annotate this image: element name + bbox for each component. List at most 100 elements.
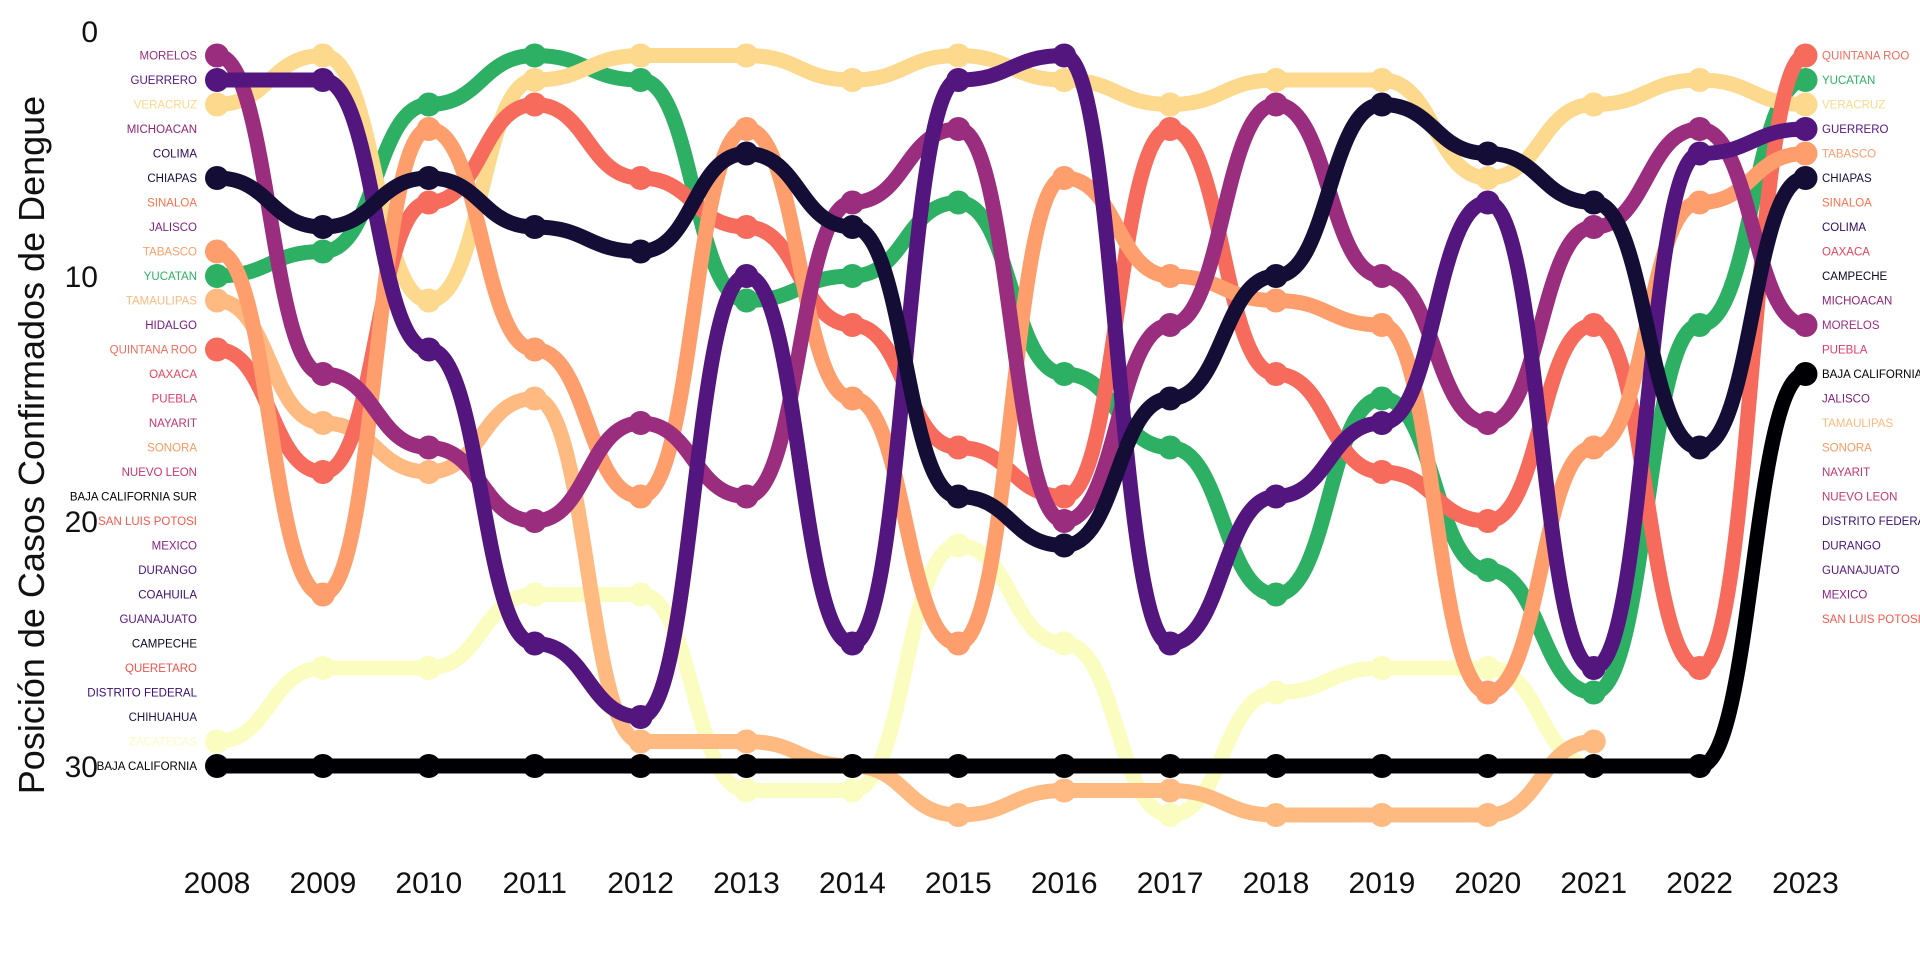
series-point xyxy=(522,631,547,656)
state-label-right: CAMPECHE xyxy=(1822,271,1888,283)
series-point xyxy=(1052,631,1077,656)
series-point xyxy=(946,68,971,92)
series-point xyxy=(734,484,759,509)
x-tick-label: 2015 xyxy=(925,867,992,900)
x-tick-label: 2019 xyxy=(1349,867,1416,900)
series-point xyxy=(1264,92,1288,117)
state-label-right: GUERRERO xyxy=(1822,124,1889,136)
state-label-left: NUEVO LEON xyxy=(122,467,197,479)
state-label-left: BAJA CALIFORNIA xyxy=(97,761,198,773)
series-point xyxy=(1264,803,1288,827)
state-label-left: COLIMA xyxy=(153,149,197,161)
y-tick-label: 20 xyxy=(65,506,98,539)
series-point xyxy=(1687,117,1712,141)
series-point xyxy=(1687,313,1712,337)
series-point xyxy=(1158,313,1183,337)
series-group xyxy=(205,43,1818,729)
series-point xyxy=(1687,435,1712,460)
series-group xyxy=(205,43,1818,680)
state-label-right: DISTRITO FEDERAL xyxy=(1822,516,1920,528)
state-label-right: QUINTANA ROO xyxy=(1822,51,1909,63)
state-label-right: MICHOACAN xyxy=(1822,296,1892,308)
series-point xyxy=(522,754,547,778)
series-point xyxy=(1793,68,1818,92)
series-point xyxy=(1264,68,1288,92)
series-point xyxy=(840,631,865,656)
series-point xyxy=(310,460,335,484)
series-point xyxy=(1369,68,1394,92)
series-point xyxy=(416,166,441,190)
series-point xyxy=(946,117,971,141)
state-label-left: QUINTANA ROO xyxy=(110,345,197,357)
state-label-right: MORELOS xyxy=(1822,320,1880,332)
series-point xyxy=(1052,533,1077,558)
series-point xyxy=(1158,778,1183,803)
series-point xyxy=(840,754,865,778)
series-point xyxy=(734,264,759,288)
series-point xyxy=(416,117,441,141)
series-point xyxy=(1793,117,1818,141)
state-label-right: COLIMA xyxy=(1822,222,1866,234)
state-label-left: MORELOS xyxy=(139,51,197,63)
x-tick-label: 2012 xyxy=(607,867,674,900)
series-point xyxy=(946,533,971,558)
series-point xyxy=(1475,411,1500,435)
series-point xyxy=(1687,68,1712,92)
series-point xyxy=(310,68,335,92)
series-point xyxy=(1158,386,1183,411)
series-point xyxy=(1052,43,1077,68)
state-label-right: VERACRUZ xyxy=(1822,100,1885,112)
series-point xyxy=(840,778,865,803)
series-point xyxy=(1158,92,1183,117)
series-point xyxy=(1158,264,1183,288)
y-axis-label: Posición de Casos Confirmados de Dengue xyxy=(11,96,52,794)
series-point xyxy=(628,754,653,778)
state-label-left: PUEBLA xyxy=(152,394,198,406)
series-point xyxy=(1687,754,1712,778)
series-layer xyxy=(205,43,1818,827)
state-label-left: SINALOA xyxy=(147,198,197,210)
y-tick-label: 10 xyxy=(65,261,98,294)
y-tick-label: 30 xyxy=(65,751,98,784)
state-label-right: TABASCO xyxy=(1822,149,1876,161)
series-point xyxy=(946,484,971,509)
state-label-left: NAYARIT xyxy=(149,418,197,430)
series-point xyxy=(1581,656,1606,680)
series-point xyxy=(1475,656,1500,680)
series-point xyxy=(840,386,865,411)
series-point xyxy=(310,362,335,386)
series-point xyxy=(628,68,653,92)
series-point xyxy=(840,313,865,337)
state-label-right: NAYARIT xyxy=(1822,467,1870,479)
series-point xyxy=(1581,313,1606,337)
series-point xyxy=(416,190,441,215)
series-point xyxy=(1158,435,1183,460)
left-labels: MORELOS GUERRERO VERACRUZ MICHOACAN COLIMA CH… xyxy=(70,51,198,774)
series-point xyxy=(1793,362,1818,386)
series-point xyxy=(1793,166,1818,190)
state-label-right: PUEBLA xyxy=(1822,345,1868,357)
series-point xyxy=(522,92,547,117)
series-point xyxy=(1475,754,1500,778)
y-tick-label: 0 xyxy=(81,16,98,49)
state-label-left: MEXICO xyxy=(152,541,197,553)
state-label-left: CHIAPAS xyxy=(147,173,197,185)
state-label-right: DURANGO xyxy=(1822,541,1881,553)
series-point xyxy=(522,337,547,362)
series-point xyxy=(205,92,229,117)
x-tick-label: 2022 xyxy=(1666,867,1733,900)
series-point xyxy=(1475,166,1500,190)
state-label-right: CHIAPAS xyxy=(1822,173,1872,185)
series-point xyxy=(522,386,547,411)
series-point xyxy=(416,460,441,484)
series-point xyxy=(1369,92,1394,117)
series-point xyxy=(1687,190,1712,215)
x-tick-label: 2011 xyxy=(502,867,567,900)
series-point xyxy=(1052,166,1077,190)
series-point xyxy=(1581,215,1606,239)
series-point xyxy=(946,803,971,827)
series-point xyxy=(1475,190,1500,215)
series-point xyxy=(310,215,335,239)
series-point xyxy=(1158,754,1183,778)
series-point xyxy=(840,215,865,239)
